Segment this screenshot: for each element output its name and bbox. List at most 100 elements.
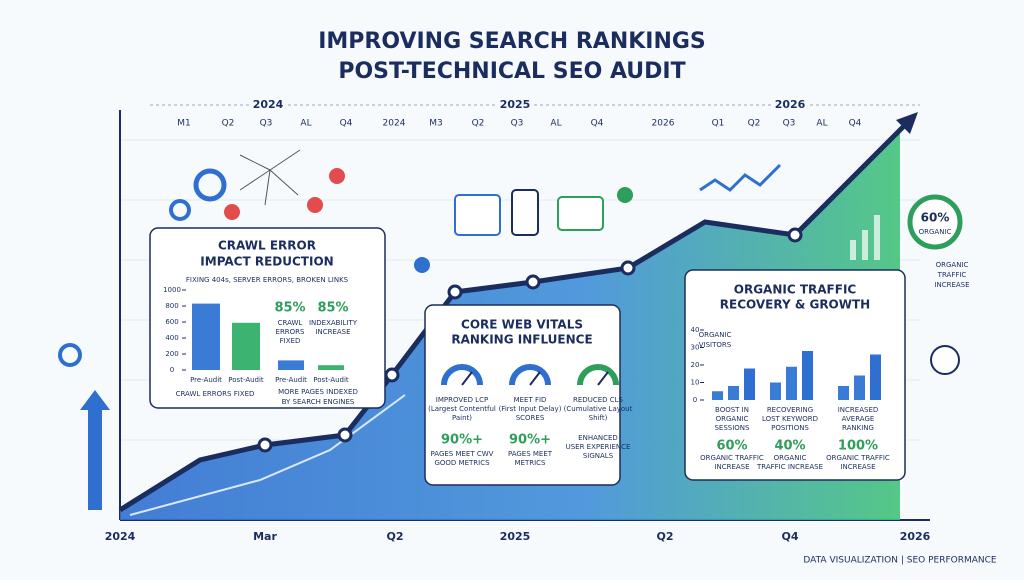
item-note: PAGES MEET CWV [431, 450, 494, 458]
item-label: MEET FID [514, 396, 547, 404]
title: IMPROVING SEARCH RANKINGS [318, 29, 706, 54]
x-axis-label: Q2 [386, 530, 403, 543]
x-axis-label: 2024 [105, 530, 136, 543]
item-note: METRICS [515, 459, 547, 467]
stat-value: 85% [274, 301, 305, 316]
group-label: LOST KEYWORD [762, 415, 818, 423]
item-note: GOOD METRICS [434, 459, 490, 467]
y-tick-label: 10 [691, 379, 700, 387]
bar [318, 365, 344, 370]
side-note: INCREASE [934, 281, 969, 289]
axis-title: VISITORS [699, 341, 732, 349]
item-label: REDUCED CLS [573, 396, 624, 404]
y-tick-label: 20 [691, 361, 700, 369]
group-note: INCREASE [840, 463, 875, 471]
item-note: SIGNALS [583, 452, 614, 460]
gauge-needle [529, 371, 541, 386]
panel-title: CRAWL ERROR [218, 239, 316, 253]
trend-points [257, 227, 803, 453]
timeline-year: 2025 [500, 98, 531, 111]
group-label: BOOST IN [715, 406, 749, 414]
x-axis-label: 2026 [900, 530, 931, 543]
decor-icons [58, 149, 960, 510]
timeline-label: Q4 [849, 119, 862, 129]
group-label: RANKING [842, 424, 874, 432]
item-label: Shift) [589, 414, 608, 422]
x-tick-label: Pre-Audit [275, 376, 307, 384]
bar [770, 382, 781, 400]
x-tick-label: Pre-Audit [190, 376, 222, 384]
y-tick-label: 800 [165, 302, 178, 310]
bar [192, 303, 220, 370]
panel-title: CORE WEB VITALS [461, 318, 583, 332]
timeline-label: Q3 [783, 119, 796, 129]
y-tick-label: 200 [165, 350, 178, 358]
gauge [441, 364, 483, 386]
timeline-label: Q2 [472, 119, 485, 129]
item-label: (First Input Delay) [499, 405, 562, 413]
x-axis-label: Q4 [781, 530, 798, 543]
bar [278, 360, 304, 370]
bar [854, 375, 865, 400]
caption: MORE PAGES INDEXED [278, 388, 358, 396]
stat-value: 90%+ [441, 433, 483, 448]
caption: BY SEARCH ENGINES [282, 398, 355, 406]
stat-label: CRAWL [278, 319, 303, 327]
stat-value: 100% [838, 439, 878, 454]
timeline-year: 2026 [775, 98, 806, 111]
group-label: INCREASED [838, 406, 879, 414]
gauge [509, 364, 551, 386]
group-note: ORGANIC [774, 454, 807, 462]
stat-label: ERRORS [276, 328, 306, 336]
timeline-label: M3 [429, 119, 443, 129]
timeline-label: Q2 [222, 119, 235, 129]
stat-value: 90%+ [509, 433, 551, 448]
cwv-panel [424, 304, 621, 486]
panel-title: IMPACT REDUCTION [200, 255, 333, 269]
side-note: ORGANIC [936, 261, 969, 269]
bar [744, 368, 755, 400]
y-tick-label: 30 [691, 344, 700, 352]
item-note: ENHANCED [578, 434, 618, 442]
y-tick-label: 40 [691, 326, 700, 334]
panel-note: FIXING 404s, SERVER ERRORS, BROKEN LINKS [186, 276, 349, 284]
stat-label: INDEXABILITY [309, 319, 358, 327]
gauge [577, 364, 619, 386]
y-tick-label: 0 [170, 366, 174, 374]
axis-title: ORGANIC [699, 331, 732, 339]
group-label: RECOVERING [767, 406, 813, 414]
bar [870, 354, 881, 400]
gauge-needle [597, 371, 609, 386]
ring [907, 194, 963, 250]
gauge-needle [461, 371, 473, 386]
side-note: TRAFFIC [937, 271, 967, 279]
group-note: ORGANIC TRAFFIC [700, 454, 764, 462]
group-label: ORGANIC [716, 415, 749, 423]
stat-label: FIXED [280, 337, 301, 345]
item-label: IMPROVED LCP [436, 396, 488, 404]
stat-label: INCREASE [315, 328, 350, 336]
group-label: AVERAGE [842, 415, 875, 423]
panel-title: ORGANIC TRAFFIC [734, 283, 857, 297]
bar [728, 386, 739, 400]
x-axis-label: Q2 [656, 530, 673, 543]
y-tick-label: 600 [165, 318, 178, 326]
timeline-label: AL [300, 119, 311, 129]
ring-value: 60% [921, 211, 950, 225]
trend-arrow [896, 112, 918, 134]
group-note: INCREASE [714, 463, 749, 471]
stat-value: 60% [716, 439, 747, 454]
y-tick-label: 0 [693, 396, 697, 404]
y-tick-label: 1000 [163, 286, 181, 294]
ring-label: ORGANIC [919, 228, 952, 236]
x-tick-label: Post-Audit [313, 376, 349, 384]
title: POST-TECHNICAL SEO AUDIT [338, 59, 685, 84]
item-note: PAGES MEET [508, 450, 553, 458]
group-label: SESSIONS [714, 424, 750, 432]
item-label: (Largest Contentful [428, 405, 496, 413]
timeline-label: Q4 [591, 119, 604, 129]
stat-value: 40% [774, 439, 805, 454]
timeline-label: Q3 [511, 119, 524, 129]
item-label: SCORES [516, 414, 545, 422]
